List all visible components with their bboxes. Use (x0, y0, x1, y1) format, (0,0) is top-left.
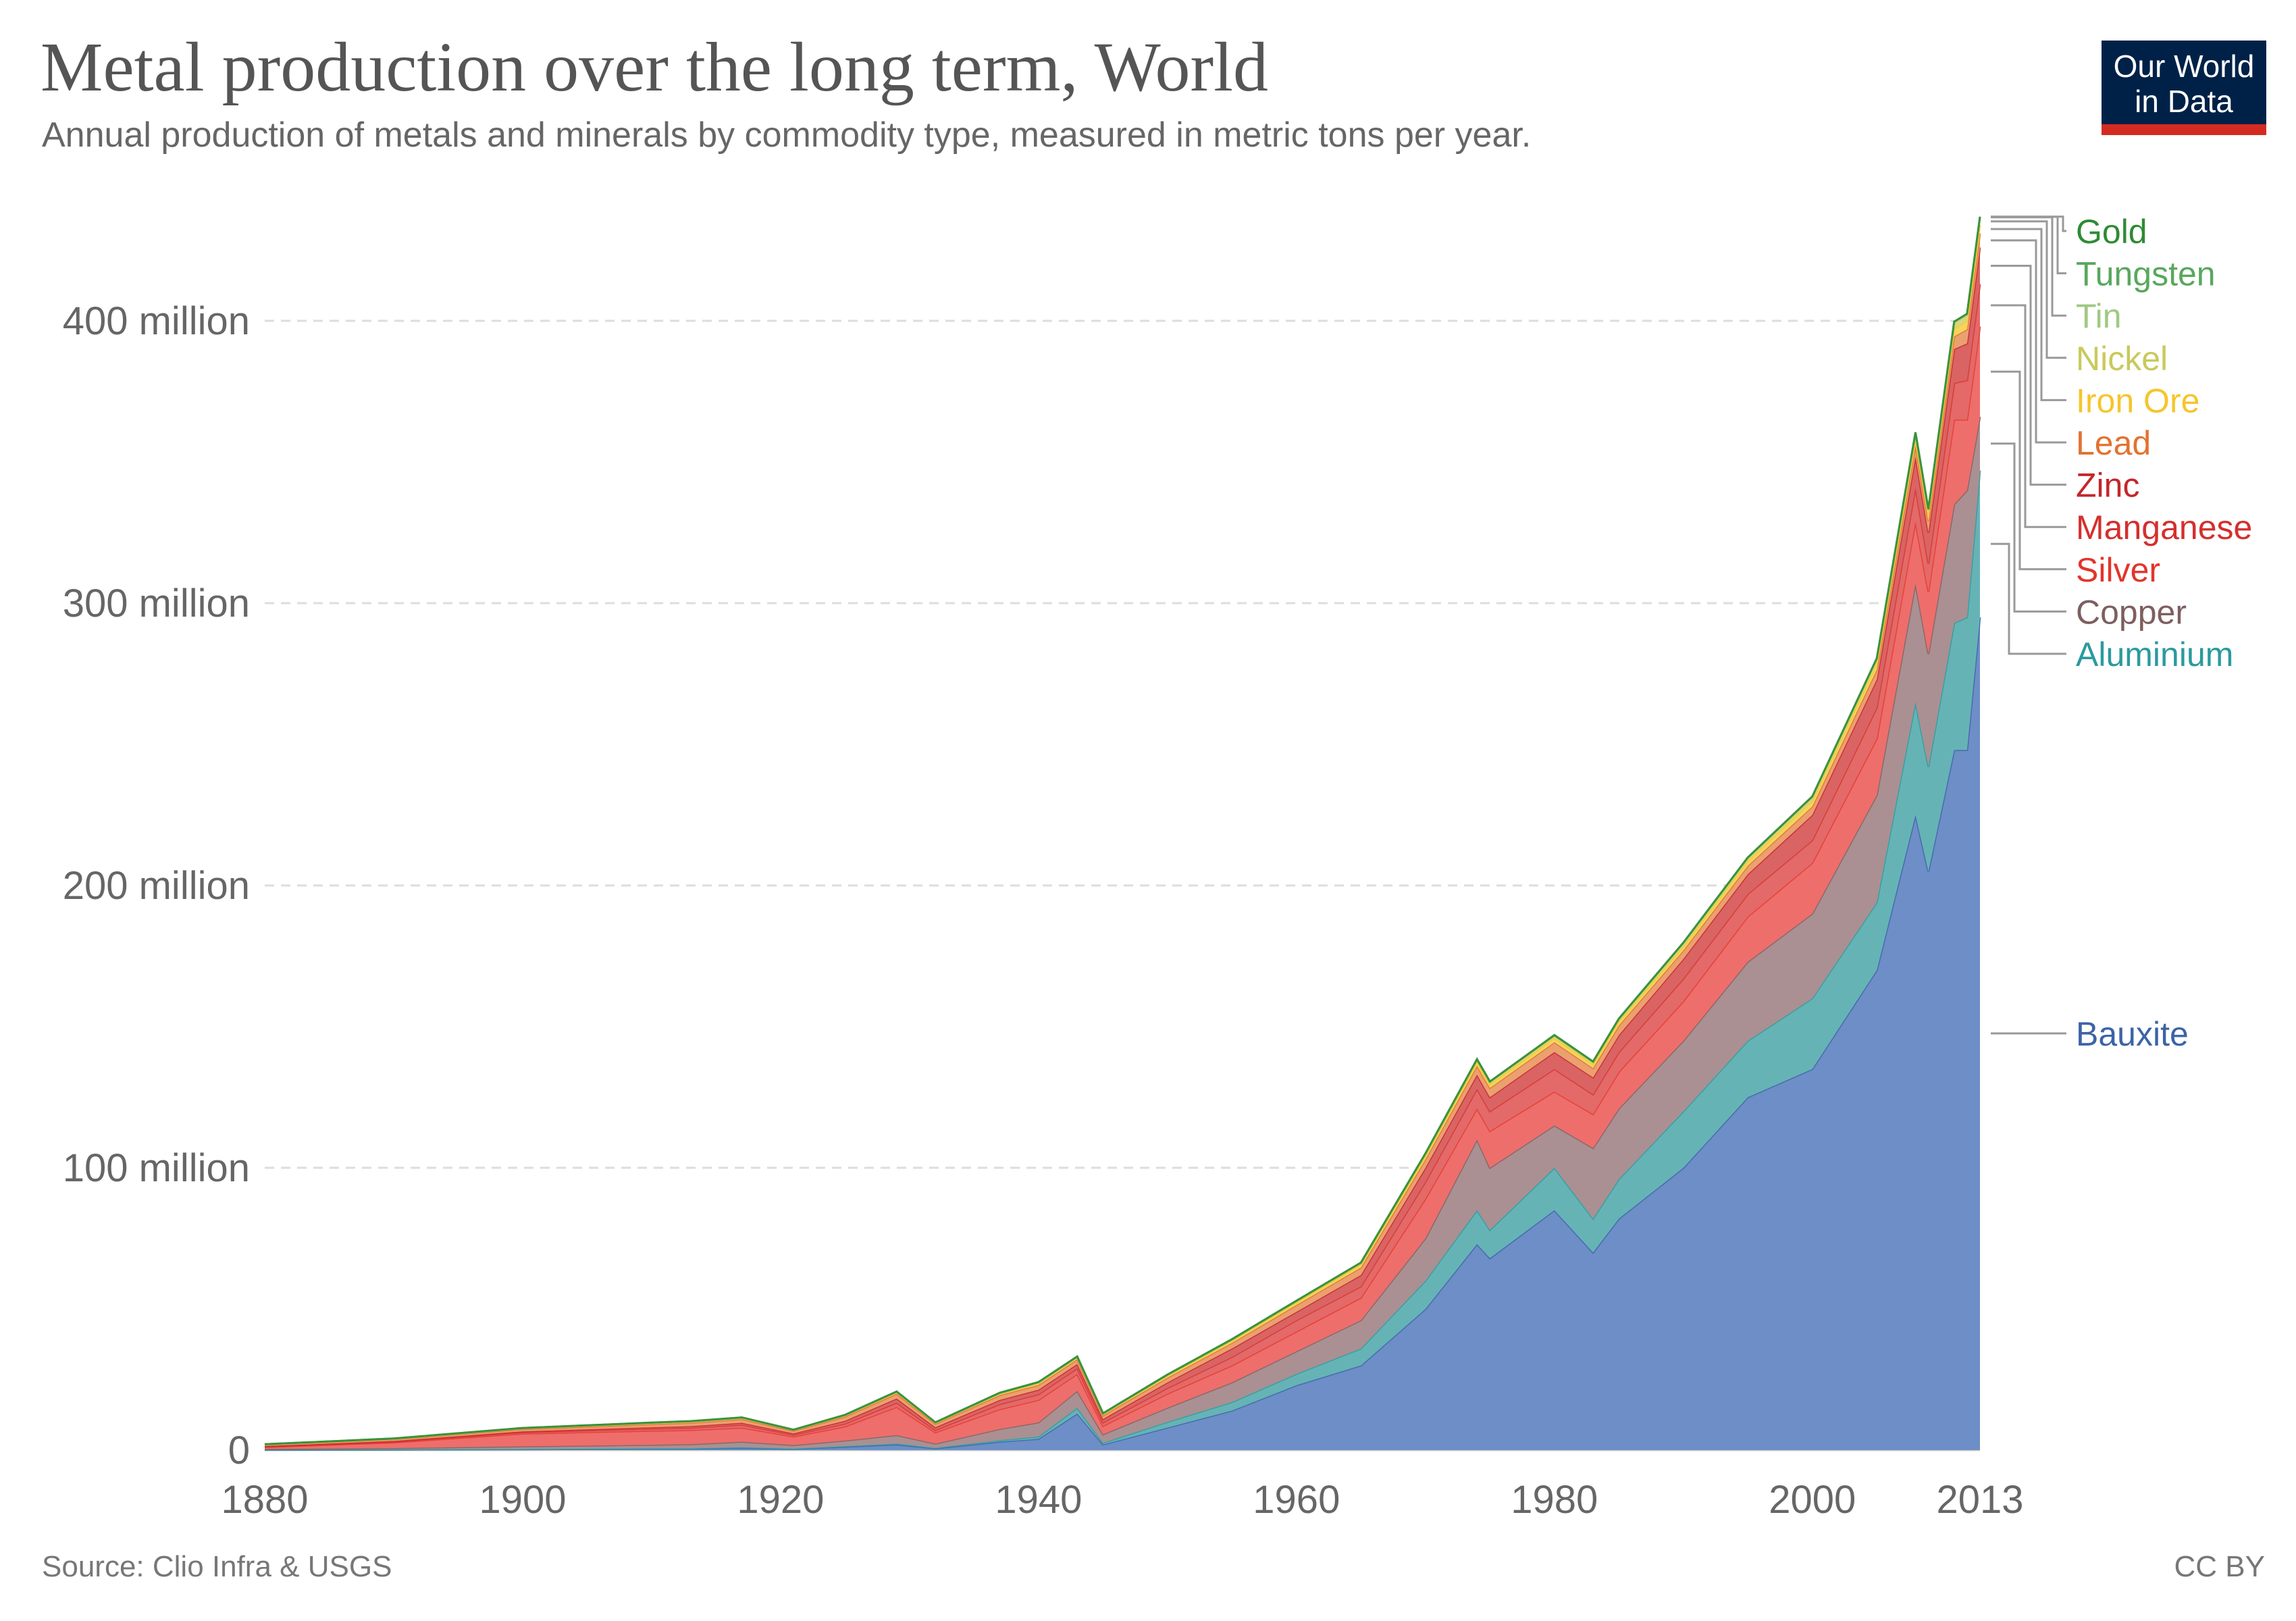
legend-connector (1991, 304, 2066, 528)
legend-connector (1991, 239, 2066, 444)
logo-line-2: in Data (2135, 84, 2233, 119)
legend-label-aluminium: Aluminium (2076, 636, 2233, 673)
x-tick-label: 2000 (1769, 1478, 1856, 1522)
legend-connector (1991, 542, 2066, 655)
areas (264, 216, 1981, 1451)
legend-label-bauxite: Bauxite (2076, 1015, 2189, 1053)
x-tick-label: 1980 (1511, 1478, 1598, 1522)
legend-connector (1991, 370, 2066, 571)
legend-connector (1991, 216, 2066, 317)
y-tick-label: 100 million (63, 1146, 250, 1190)
legend-label-zinc: Zinc (2076, 467, 2139, 505)
x-tick-label: 1880 (221, 1478, 308, 1522)
legend-label-copper: Copper (2076, 593, 2187, 631)
legend-connector (1991, 228, 2066, 401)
legend-label-tin: Tin (2076, 297, 2122, 335)
legend-connector (1991, 265, 2066, 486)
y-axis: 0 100 million 200 million 300 million 400 mi… (63, 299, 250, 1472)
x-tick-label: 2013 (1936, 1478, 2023, 1522)
legend-label-iron-ore: Iron Ore (2076, 382, 2199, 419)
legend-label-silver: Silver (2076, 551, 2160, 589)
owid-logo[interactable]: Our World in Data (2102, 41, 2266, 135)
logo-line-1: Our World (2113, 49, 2255, 84)
legend-label-nickel: Nickel (2076, 340, 2168, 378)
y-tick-label: 300 million (63, 582, 250, 625)
x-axis: 1880 1900 1920 1940 1960 1980 2000 2013 (221, 1478, 2023, 1522)
y-tick-label: 400 million (63, 299, 250, 343)
legend-label-gold: Gold (2076, 213, 2147, 251)
area-aluminium (265, 470, 1980, 1450)
legend-label-tungsten: Tungsten (2076, 255, 2216, 293)
x-tick-label: 1900 (479, 1478, 566, 1522)
chart-subtitle: Annual production of metals and minerals… (42, 115, 1532, 155)
legend-connector (1991, 220, 2066, 359)
series-line-gold (264, 216, 1981, 1445)
license-link[interactable]: CC BY (2174, 1550, 2265, 1583)
x-tick-label: 1960 (1253, 1478, 1340, 1522)
legend-connector (1991, 442, 2066, 613)
x-tick-label: 1920 (737, 1478, 824, 1522)
area-bauxite (265, 617, 1980, 1450)
legend: Gold Tungsten Tin Nickel Iron Ore Lead Zinc Man… (1991, 213, 2252, 1053)
source-note: Source: Clio Infra & USGS (42, 1550, 392, 1583)
y-tick-label: 0 (228, 1429, 250, 1472)
legend-label-manganese: Manganese (2076, 509, 2252, 546)
legend-label-lead: Lead (2076, 424, 2151, 462)
x-tick-label: 1940 (995, 1478, 1082, 1522)
y-tick-label: 200 million (63, 864, 250, 908)
chart-title: Metal production over the long term, Wor… (41, 28, 1268, 106)
